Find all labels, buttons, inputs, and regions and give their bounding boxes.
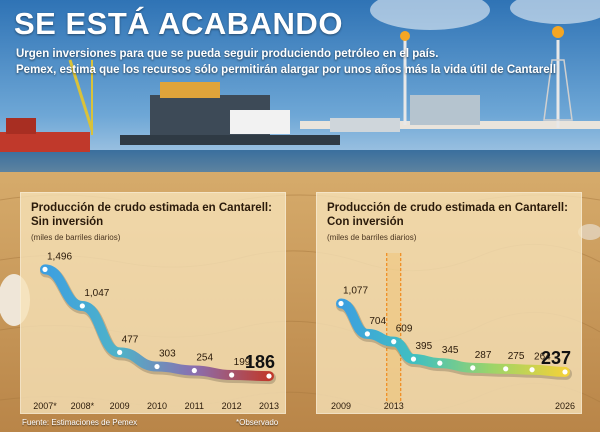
- data-point: [503, 366, 509, 372]
- data-label: 1,047: [84, 288, 109, 299]
- data-point: [266, 373, 272, 379]
- marker-column-2013: [386, 253, 401, 403]
- x-tick-label: 2009: [110, 401, 130, 411]
- headline: SE ESTÁ ACABANDO: [14, 6, 343, 41]
- chart-title-con-inversion: Producción de crudo estimada en Cantarel…: [327, 202, 568, 228]
- data-point: [79, 303, 85, 309]
- data-point: [338, 300, 344, 307]
- data-point: [229, 372, 235, 378]
- data-point: [562, 369, 568, 375]
- observed-note: *Observado: [236, 418, 279, 427]
- x-tick-label: 2013: [259, 401, 279, 411]
- data-label: 704: [369, 316, 386, 327]
- x-tick-label: 2009: [331, 401, 351, 411]
- source-note: Fuente: Estimaciones de Pemex: [22, 418, 138, 427]
- data-label: 199: [234, 357, 251, 368]
- data-label: 264: [534, 352, 551, 363]
- series-line: [336, 298, 570, 377]
- subtitle-line-2: Pemex, estima que los recursos sólo perm…: [16, 64, 557, 76]
- data-point: [364, 331, 370, 337]
- data-point: [42, 266, 48, 272]
- chart-title-sin-inversion: Producción de crudo estimada en Cantarel…: [31, 202, 272, 228]
- data-label: 287: [475, 350, 492, 361]
- data-point: [191, 367, 197, 374]
- data-label-highlight: 237: [541, 348, 571, 368]
- subtitle-line-1: Urgen inversiones para que se pueda segu…: [16, 48, 439, 60]
- chart-panel-sin-inversion: Producción de crudo estimada en Cantarel…: [20, 192, 286, 414]
- x-tick-label: 2008*: [71, 401, 95, 411]
- data-point: [117, 349, 123, 355]
- data-label: 345: [442, 345, 459, 356]
- chart-unit-sin-inversion: (miles de barriles diarios): [31, 233, 121, 242]
- data-label: 477: [122, 334, 139, 345]
- data-label-highlight: 186: [245, 352, 275, 372]
- x-tick-label: 2013: [384, 401, 404, 411]
- data-point: [154, 363, 160, 370]
- data-label: 254: [196, 353, 213, 364]
- data-label: 303: [159, 349, 176, 360]
- x-tick-label: 2026: [555, 401, 575, 411]
- data-label: 1,077: [343, 286, 368, 297]
- x-tick-label: 2012: [222, 401, 242, 411]
- data-label: 275: [508, 351, 525, 362]
- chart-unit-con-inversion: (miles de barriles diarios): [327, 233, 417, 242]
- data-label: 1,496: [47, 251, 72, 262]
- x-tick-label: 2010: [147, 401, 167, 411]
- data-point: [470, 365, 476, 371]
- x-tick-label: 2011: [185, 401, 204, 411]
- data-point: [391, 339, 397, 345]
- data-point: [410, 356, 417, 362]
- smoke-plumes: [370, 0, 600, 30]
- chart-panel-con-inversion: Producción de crudo estimada en Cantarel…: [316, 192, 582, 414]
- data-label: 395: [415, 341, 432, 352]
- oil-platforms: [0, 26, 600, 152]
- data-label: 609: [396, 324, 413, 335]
- x-tick-label: 2007*: [33, 401, 57, 411]
- data-point: [437, 360, 443, 366]
- data-point: [529, 367, 535, 373]
